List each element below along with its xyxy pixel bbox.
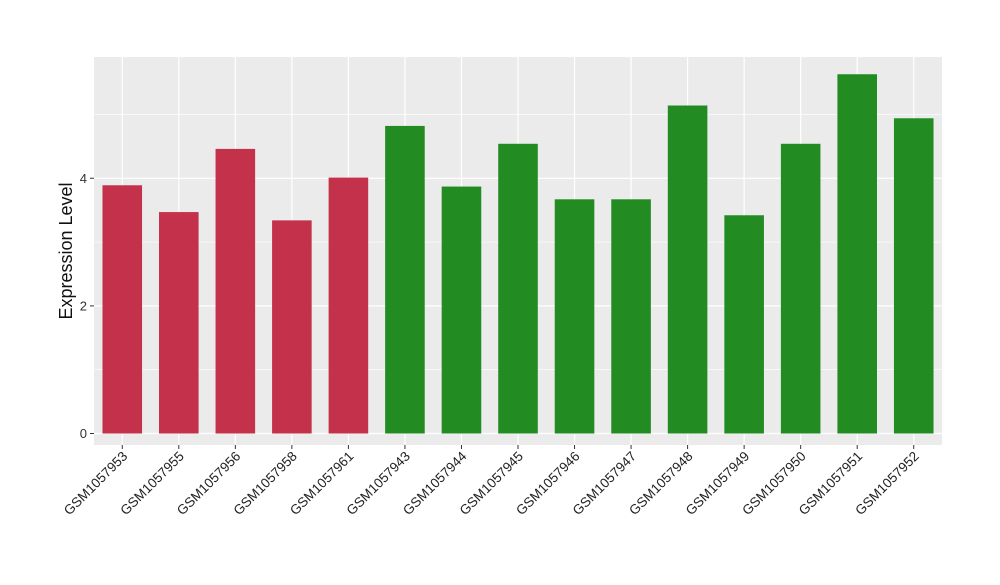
bar-GSM1057951 [837, 74, 877, 434]
bar-GSM1057958 [272, 220, 312, 434]
bar-GSM1057950 [780, 143, 821, 434]
bar-GSM1057952 [893, 118, 934, 434]
bar-GSM1057948 [667, 105, 708, 434]
y-tick-label: 2 [80, 298, 87, 313]
y-axis-label: Expression Level [56, 182, 76, 319]
bar-GSM1057946 [554, 199, 595, 434]
y-tick-label: 0 [80, 426, 87, 441]
bar-GSM1057945 [498, 143, 538, 434]
bar-GSM1057953 [102, 185, 143, 434]
bars [102, 74, 934, 434]
y-tick-label: 4 [80, 171, 87, 186]
bar-GSM1057961 [328, 177, 369, 434]
bar-GSM1057943 [385, 125, 425, 434]
bar-GSM1057956 [215, 148, 256, 434]
bar-GSM1057949 [724, 215, 764, 434]
bar-GSM1057944 [441, 186, 482, 434]
bar-GSM1057955 [159, 212, 199, 434]
bar-GSM1057947 [611, 199, 651, 434]
